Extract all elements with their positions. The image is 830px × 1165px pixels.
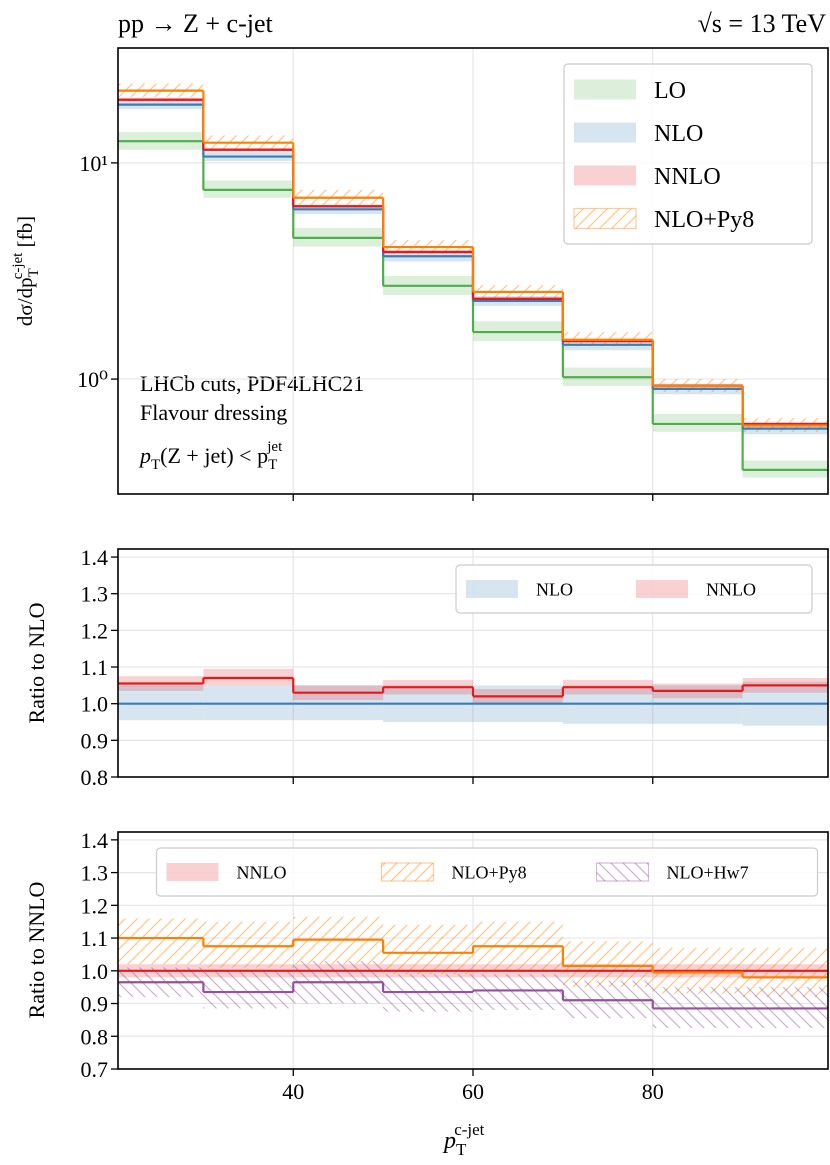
x-tick-label: 40 (282, 1079, 304, 1104)
y-axis-label: Ratio to NNLO (24, 882, 49, 1019)
legend-patch (166, 863, 219, 881)
legend-box (455, 564, 813, 614)
legend-label: NNLO (654, 164, 721, 190)
legend-patch (573, 207, 637, 230)
y-tick-label: 1.2 (81, 618, 109, 643)
legend-patch (466, 580, 518, 598)
annotation-part: (Z + jet) < p (160, 443, 268, 468)
legend-box (155, 847, 819, 897)
x-label-sup: c-jet (454, 1120, 484, 1139)
y-label-main: dσ/dp (13, 277, 37, 326)
legend-patch (574, 79, 636, 100)
legend-label: LO (654, 78, 686, 104)
y-axis-label: Ratio to NLO (24, 603, 49, 724)
axes-frame (117, 548, 829, 778)
axes-frame (117, 47, 829, 495)
x-tick-label: 60 (462, 1079, 484, 1104)
y-tick-label: 1.4 (81, 545, 109, 570)
y-label-unit: [fb] (13, 216, 37, 253)
y-label-sub: T (26, 268, 42, 277)
y-tick-label: 0.9 (81, 728, 109, 753)
legend-patch (574, 165, 636, 186)
annotation: Flavour dressing (140, 400, 287, 425)
x-label-sub: T (456, 1140, 467, 1159)
legend-box (563, 63, 813, 245)
y-tick-label: 1.3 (81, 861, 109, 886)
x-axis-label: pTc-jet (442, 1120, 485, 1159)
y-tick-label: 1.3 (81, 582, 109, 607)
annotation: LHCb cuts, PDF4LHC21 (140, 371, 364, 396)
y-tick-label: 0.8 (81, 1024, 109, 1049)
legend-label: NLO+Py8 (452, 862, 527, 882)
annotation-part: T (268, 457, 277, 473)
y-tick-label: 1.1 (81, 926, 109, 951)
y-label-sup: c-jet (10, 252, 26, 279)
uncertainty-band (118, 918, 204, 965)
uncertainty-band (383, 924, 473, 975)
uncertainty-band (203, 921, 294, 968)
axes-frame (117, 831, 829, 1070)
legend-label: NNLO (706, 579, 756, 599)
uncertainty-band (562, 941, 653, 988)
y-tick-label: 0.8 (81, 765, 109, 790)
legend-label: NLO (654, 121, 703, 147)
chart-title-right: √s = 13 TeV (698, 9, 827, 38)
legend-patch (636, 580, 688, 598)
y-tick-label: 1.0 (81, 692, 109, 717)
x-label-main: p (442, 1128, 456, 1154)
legend-label: NLO+Hw7 (667, 862, 749, 882)
plot-area (118, 48, 828, 494)
plot-area (118, 549, 828, 777)
legend-patch (595, 862, 650, 882)
annotation-part: jet (266, 439, 283, 455)
x-tick-label: 80 (642, 1079, 664, 1104)
annotation: pT(Z + jet) < pTjet (138, 439, 283, 473)
plot-area (118, 832, 828, 1069)
y-tick-label: 0.7 (81, 1057, 109, 1082)
y-tick-label: 0.9 (81, 992, 109, 1017)
legend-label: NLO+Py8 (654, 207, 754, 233)
chart-title: pp → Z + c-jet (118, 9, 274, 38)
legend-label: NLO (536, 579, 573, 599)
y-tick-label: 1.1 (81, 655, 109, 680)
annotation-part: T (151, 457, 160, 473)
legend-patch (574, 122, 636, 143)
legend-label: NNLO (237, 862, 287, 882)
uncertainty-band (203, 970, 294, 1009)
y-axis-label: dσ/dpTc-jet [fb] (10, 216, 42, 326)
legend-patch (380, 862, 435, 882)
uncertainty-band (473, 974, 563, 1011)
y-tick-label: 1.2 (81, 893, 109, 918)
y-tick-label: 10¹ (79, 151, 108, 176)
y-tick-label: 1.4 (81, 828, 109, 853)
annotation-part: p (138, 443, 151, 468)
y-tick-label: 1.0 (81, 959, 109, 984)
y-tick-label: 10⁰ (77, 367, 108, 392)
